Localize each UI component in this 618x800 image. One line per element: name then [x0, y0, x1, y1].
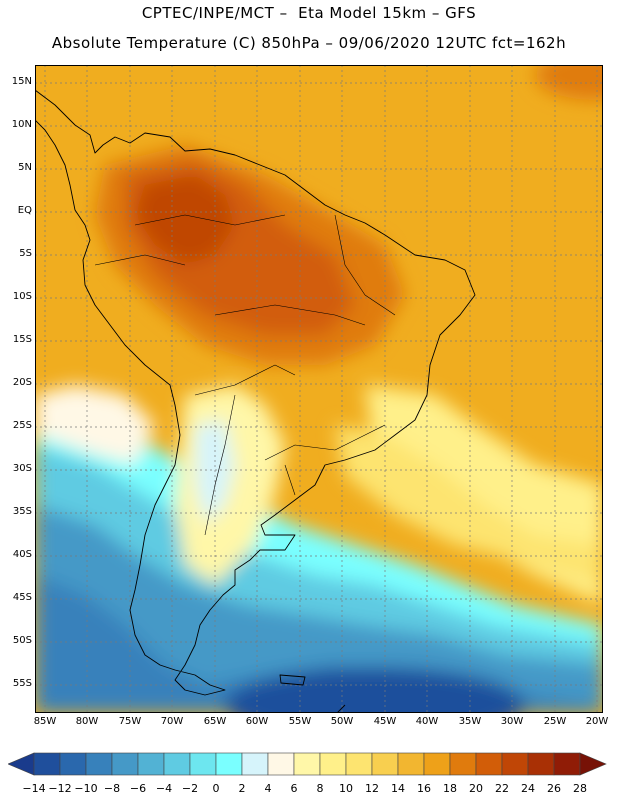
- colorbar-swatch: [163, 752, 191, 776]
- lon-label: 80W: [75, 716, 99, 727]
- colorbar-tick-label: 16: [417, 782, 431, 795]
- colorbar-swatch: [501, 752, 529, 776]
- colorbar-tick-label: 12: [365, 782, 379, 795]
- colorbar-swatch: [215, 752, 243, 776]
- colorbar-tick-label: −8: [103, 782, 121, 795]
- colorbar-swatch: [397, 752, 425, 776]
- south-america-coast: [35, 89, 476, 696]
- colorbar-tick-label: −2: [181, 782, 199, 795]
- colorbar-tick-label: −6: [129, 782, 147, 795]
- colorbar-swatch: [33, 752, 61, 776]
- lat-label: 55S: [12, 678, 32, 689]
- map-title-line2: Absolute Temperature (C) 850hPa – 09/06/…: [51, 34, 567, 52]
- lat-label: 45S: [12, 592, 32, 603]
- colorbar-tick-label: 6: [290, 782, 298, 795]
- lat-label: 20S: [12, 377, 32, 388]
- temperature-field: [35, 65, 603, 713]
- colorbar-tick-label: 18: [443, 782, 457, 795]
- island-south: [336, 704, 346, 713]
- lat-label: 40S: [12, 549, 32, 560]
- lon-label: 50W: [330, 716, 354, 727]
- lon-label: 25W: [543, 716, 567, 727]
- colorbar-swatch: [449, 752, 477, 776]
- lon-label: 70W: [160, 716, 184, 727]
- colorbar-tick-label: 10: [339, 782, 353, 795]
- field-band-minus8: [35, 575, 603, 713]
- field-band-20-ne: [535, 65, 603, 100]
- colorbar-swatch: [267, 752, 295, 776]
- colorbar-swatch: [189, 752, 217, 776]
- colorbar-tick-label: 14: [391, 782, 405, 795]
- temperature-colorbar: [8, 752, 607, 776]
- lon-label: 65W: [203, 716, 227, 727]
- colorbar-swatch: [345, 752, 373, 776]
- lon-label: 35W: [458, 716, 482, 727]
- colorbar-swatch: [59, 752, 87, 776]
- colorbar-swatch: [475, 752, 503, 776]
- colorbar-swatch: [371, 752, 399, 776]
- lat-label: 30S: [12, 463, 32, 474]
- colorbar-tick-label: −10: [74, 782, 98, 795]
- lat-label: EQ: [17, 205, 32, 216]
- colorbar-arrow-low: [8, 752, 35, 776]
- graticule: [35, 65, 603, 713]
- lat-label: 35S: [12, 506, 32, 517]
- colorbar-tick-label: 2: [238, 782, 246, 795]
- colorbar-swatch: [527, 752, 555, 776]
- field-band-minus6: [35, 505, 603, 713]
- lat-label: 5N: [18, 162, 32, 173]
- country-borders: [94, 214, 396, 536]
- lon-label: 85W: [33, 716, 57, 727]
- field-band-12: [335, 425, 603, 585]
- colorbar-swatch: [85, 752, 113, 776]
- lat-label: 10S: [12, 291, 32, 302]
- lat-label: 15N: [11, 76, 32, 87]
- colorbar-swatch: [423, 752, 451, 776]
- lon-label: 40W: [415, 716, 439, 727]
- field-band-6: [195, 420, 235, 525]
- field-band-6-west: [35, 385, 155, 465]
- colorbar-tick-label: −14: [22, 782, 46, 795]
- colorbar-swatch: [137, 752, 165, 776]
- colorbar-swatch: [553, 752, 581, 776]
- lon-label: 30W: [500, 716, 524, 727]
- colorbar-swatch: [241, 752, 269, 776]
- colorbar-swatch: [111, 752, 139, 776]
- falkland-islands: [279, 674, 306, 686]
- colorbar-tick-label: 4: [264, 782, 272, 795]
- lat-label: 15S: [12, 334, 32, 345]
- colorbar-tick-label: 26: [547, 782, 561, 795]
- colorbar-tick-label: 0: [212, 782, 220, 795]
- field-band-24: [135, 175, 235, 265]
- colorbar-tick-label: 24: [521, 782, 535, 795]
- lon-label: 55W: [288, 716, 312, 727]
- colorbar-tick-label: −12: [48, 782, 72, 795]
- colorbar-swatch: [293, 752, 321, 776]
- map-title-line1: CPTEC/INPE/MCT – Eta Model 15km – GFS: [141, 4, 477, 22]
- temperature-map: [35, 65, 603, 713]
- lon-label: 60W: [245, 716, 269, 727]
- colorbar-tick-label: 22: [495, 782, 509, 795]
- colorbar-tick-label: 28: [573, 782, 587, 795]
- colorbar-swatch: [319, 752, 347, 776]
- colorbar-tick-label: 8: [316, 782, 324, 795]
- colorbar-arrow-high: [579, 752, 607, 776]
- map-border: [35, 65, 603, 713]
- lat-label: 25S: [12, 420, 32, 431]
- colorbar-tick-label: 20: [469, 782, 483, 795]
- lat-label: 5S: [19, 248, 32, 259]
- lat-label: 10N: [11, 119, 32, 130]
- colorbar-tick-label: −4: [155, 782, 173, 795]
- lat-label: 50S: [12, 635, 32, 646]
- lon-label: 75W: [118, 716, 142, 727]
- lon-label: 20W: [585, 716, 609, 727]
- lon-label: 45W: [373, 716, 397, 727]
- coastlines: [35, 89, 476, 713]
